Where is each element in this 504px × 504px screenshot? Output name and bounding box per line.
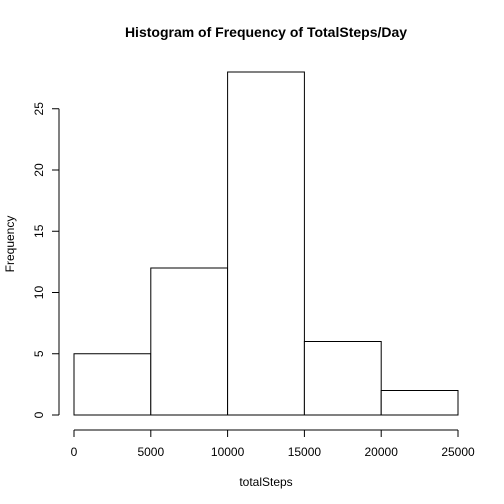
y-tick-label-2: 10 <box>32 286 46 300</box>
x-tick-label-1: 5000 <box>137 445 164 459</box>
chart-title: Histogram of Frequency of TotalSteps/Day <box>125 24 407 40</box>
histogram-bar-2 <box>227 71 305 416</box>
y-tick-label-4: 20 <box>32 163 46 177</box>
y-tick-label-1: 5 <box>32 350 46 357</box>
y-tick-label-3: 15 <box>32 224 46 238</box>
x-tick-label-2: 10000 <box>211 445 245 459</box>
y-tick-label-0: 0 <box>32 411 46 418</box>
x-axis: 0 5000 10000 15000 20000 25000 <box>71 429 475 459</box>
y-axis-label: Frequency <box>3 216 17 273</box>
y-axis: 0 5 10 15 20 25 <box>32 102 60 418</box>
histogram-bar-0 <box>73 353 152 416</box>
x-tick-label-3: 15000 <box>288 445 322 459</box>
x-tick-label-4: 20000 <box>365 445 399 459</box>
histogram-bar-1 <box>150 267 229 416</box>
histogram-bar-4 <box>380 390 459 416</box>
y-tick-label-5: 25 <box>32 102 46 116</box>
x-axis-label: totalSteps <box>239 475 292 489</box>
x-tick-label-5: 25000 <box>441 445 475 459</box>
x-tick-label-0: 0 <box>71 445 78 459</box>
histogram-bar-3 <box>303 341 382 416</box>
bars-group <box>73 71 459 416</box>
